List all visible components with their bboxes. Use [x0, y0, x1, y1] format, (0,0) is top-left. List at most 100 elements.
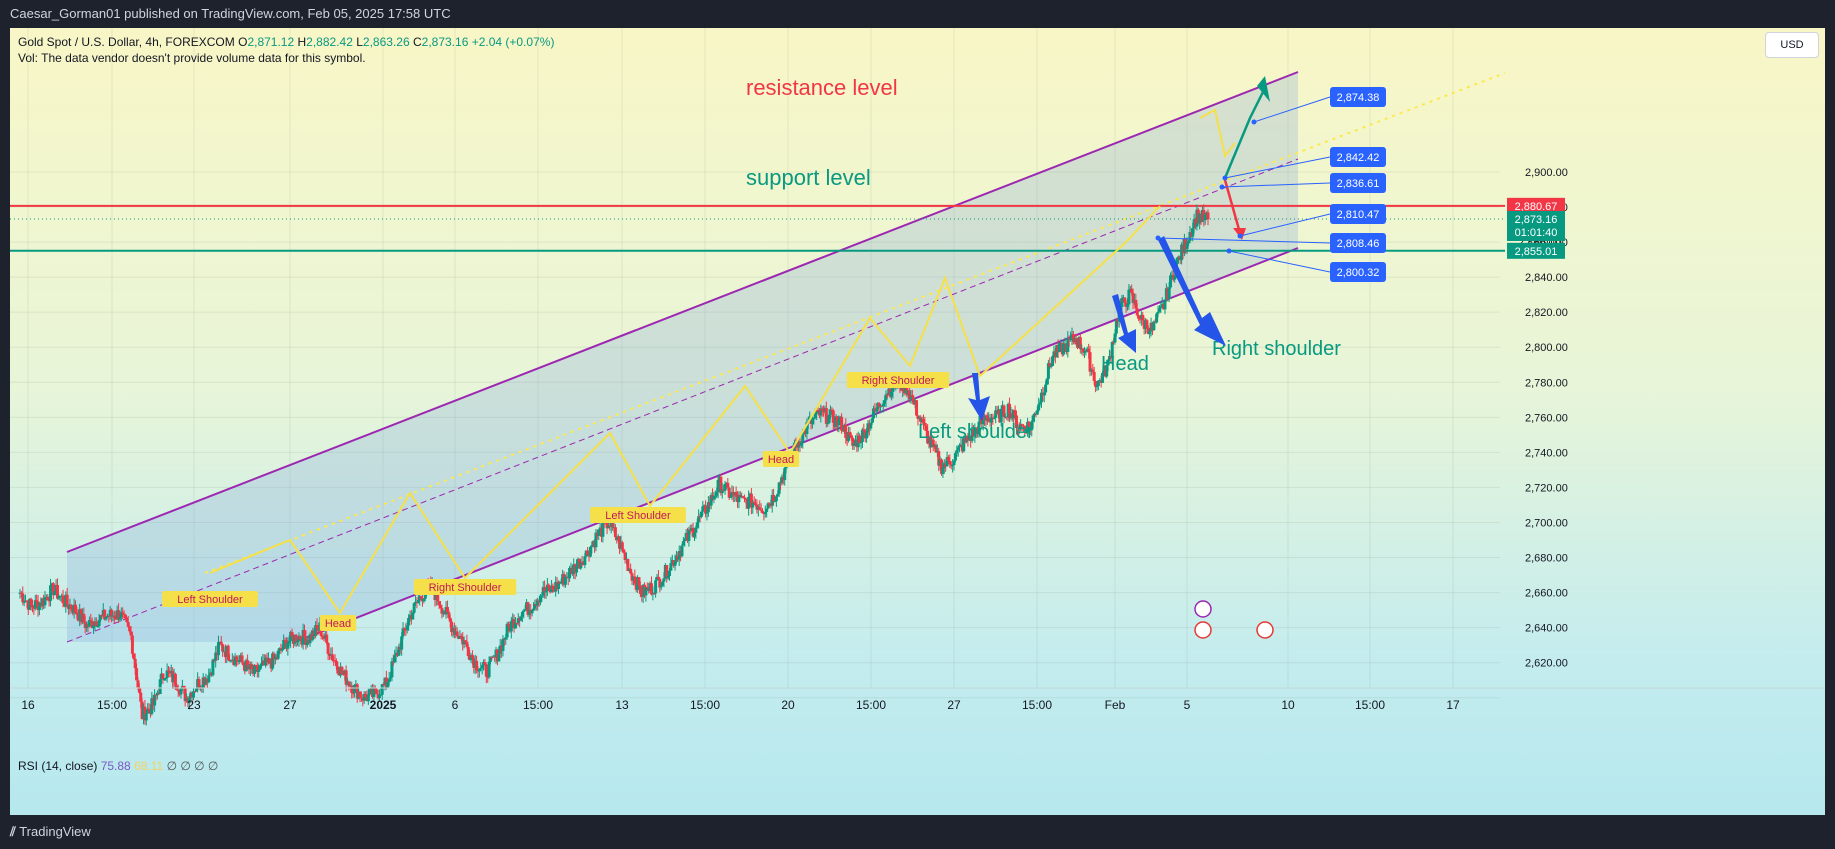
- target-label-box[interactable]: [1330, 87, 1386, 107]
- candle-body: [606, 525, 610, 529]
- candle-body: [90, 620, 94, 629]
- candle-body: [713, 495, 717, 497]
- candle-body: [161, 673, 165, 680]
- candle-body: [1095, 386, 1099, 388]
- target-label-box[interactable]: [1330, 204, 1386, 224]
- candle-body: [480, 665, 484, 669]
- candle-body: [364, 694, 368, 698]
- candle-body: [132, 653, 136, 659]
- candle-body: [1094, 380, 1098, 387]
- candle-body: [402, 628, 406, 630]
- candle-body: [1146, 327, 1150, 335]
- candle-body: [652, 593, 656, 595]
- candle-body: [1045, 378, 1049, 385]
- time-axis-tick: 6: [452, 698, 459, 712]
- candle-body: [665, 565, 669, 579]
- pattern-label-box: [846, 372, 950, 388]
- price-axis-tick: 2,840.00: [1525, 272, 1568, 284]
- candle-body: [221, 644, 225, 652]
- candle-body: [164, 677, 168, 679]
- candle-body: [620, 542, 624, 550]
- candle-body: [98, 615, 102, 620]
- candle-body: [568, 568, 572, 579]
- candle-body: [536, 600, 540, 606]
- candle-body: [139, 692, 143, 702]
- time-axis-tick: 16: [21, 698, 35, 712]
- candle-body: [253, 664, 257, 674]
- support-annotation: support level: [746, 165, 871, 190]
- price-axis-tick: 2,620.00: [1525, 658, 1568, 670]
- candle-body: [479, 668, 483, 670]
- candle-body: [347, 681, 351, 687]
- candle-body: [877, 403, 881, 408]
- candle-body: [112, 615, 116, 619]
- event-flag-icon[interactable]: [1194, 621, 1212, 639]
- rsi-pane[interactable]: [10, 640, 1825, 688]
- candle-body: [33, 600, 37, 609]
- candle-body: [440, 608, 444, 614]
- candle-body: [125, 618, 129, 623]
- candle-body: [962, 437, 966, 452]
- pattern-label-text: Head: [325, 618, 351, 630]
- candle-body: [813, 413, 817, 418]
- candle-body: [470, 655, 474, 659]
- event-flash-icon[interactable]: [1194, 600, 1212, 618]
- chart-area[interactable]: resistance level support level Left Should…: [10, 28, 1825, 815]
- candle-body: [294, 634, 298, 643]
- candle-body: [666, 576, 670, 579]
- candle-body: [949, 464, 953, 466]
- candle-body: [69, 604, 73, 610]
- target-label-box[interactable]: [1330, 147, 1386, 167]
- candle-body: [21, 593, 25, 603]
- candle-body: [465, 641, 469, 648]
- candle-body: [1141, 314, 1145, 321]
- pattern-label-text: Head: [768, 454, 794, 466]
- candle-body: [1127, 289, 1131, 305]
- target-label-box[interactable]: [1330, 233, 1386, 253]
- candle-body: [104, 617, 108, 620]
- candle-body: [173, 673, 177, 686]
- target-label-text: 2,800.32: [1337, 267, 1380, 279]
- candle-body: [375, 689, 379, 695]
- candle-body: [368, 689, 372, 695]
- candle-body: [840, 416, 844, 431]
- candle-body: [129, 631, 133, 636]
- candle-body: [246, 660, 250, 666]
- target-label-box[interactable]: [1330, 262, 1386, 282]
- candle-body: [51, 583, 55, 596]
- candle-body: [1014, 415, 1018, 429]
- candle-body: [487, 661, 491, 678]
- candle-body: [61, 595, 65, 604]
- candle-body: [240, 655, 244, 663]
- candle-body: [831, 410, 835, 423]
- candle-body: [228, 659, 232, 662]
- candle-body: [862, 429, 866, 431]
- candle-body: [193, 691, 197, 693]
- candle-body: [533, 604, 537, 609]
- currency-button[interactable]: USD: [1765, 32, 1819, 58]
- candle-body: [691, 528, 695, 537]
- candle-body: [126, 622, 130, 627]
- candle-body: [955, 450, 959, 454]
- candle-body: [94, 621, 98, 627]
- candle-body: [118, 617, 122, 620]
- price-axis-tick: 2,900.00: [1525, 167, 1568, 179]
- target-leader-line: [1157, 237, 1331, 244]
- candle-body: [994, 410, 998, 418]
- candle-body: [1091, 369, 1095, 372]
- target-label-box[interactable]: [1330, 173, 1386, 193]
- time-axis-tick: 27: [947, 698, 961, 712]
- candle-body: [1049, 365, 1053, 367]
- candle-body: [53, 591, 57, 596]
- target-anchor-dot: [1222, 175, 1228, 181]
- current-price-text: 2,873.16: [1515, 214, 1558, 226]
- price-chart[interactable]: resistance level support level Left Should…: [10, 28, 1825, 815]
- candle-body: [226, 645, 230, 660]
- candle-body: [940, 459, 944, 474]
- candle-body: [774, 496, 778, 502]
- candle-body: [583, 556, 587, 565]
- candle-body: [829, 409, 833, 415]
- event-flag-icon[interactable]: [1256, 621, 1274, 639]
- candle-body: [46, 596, 50, 601]
- candle-body: [520, 611, 524, 617]
